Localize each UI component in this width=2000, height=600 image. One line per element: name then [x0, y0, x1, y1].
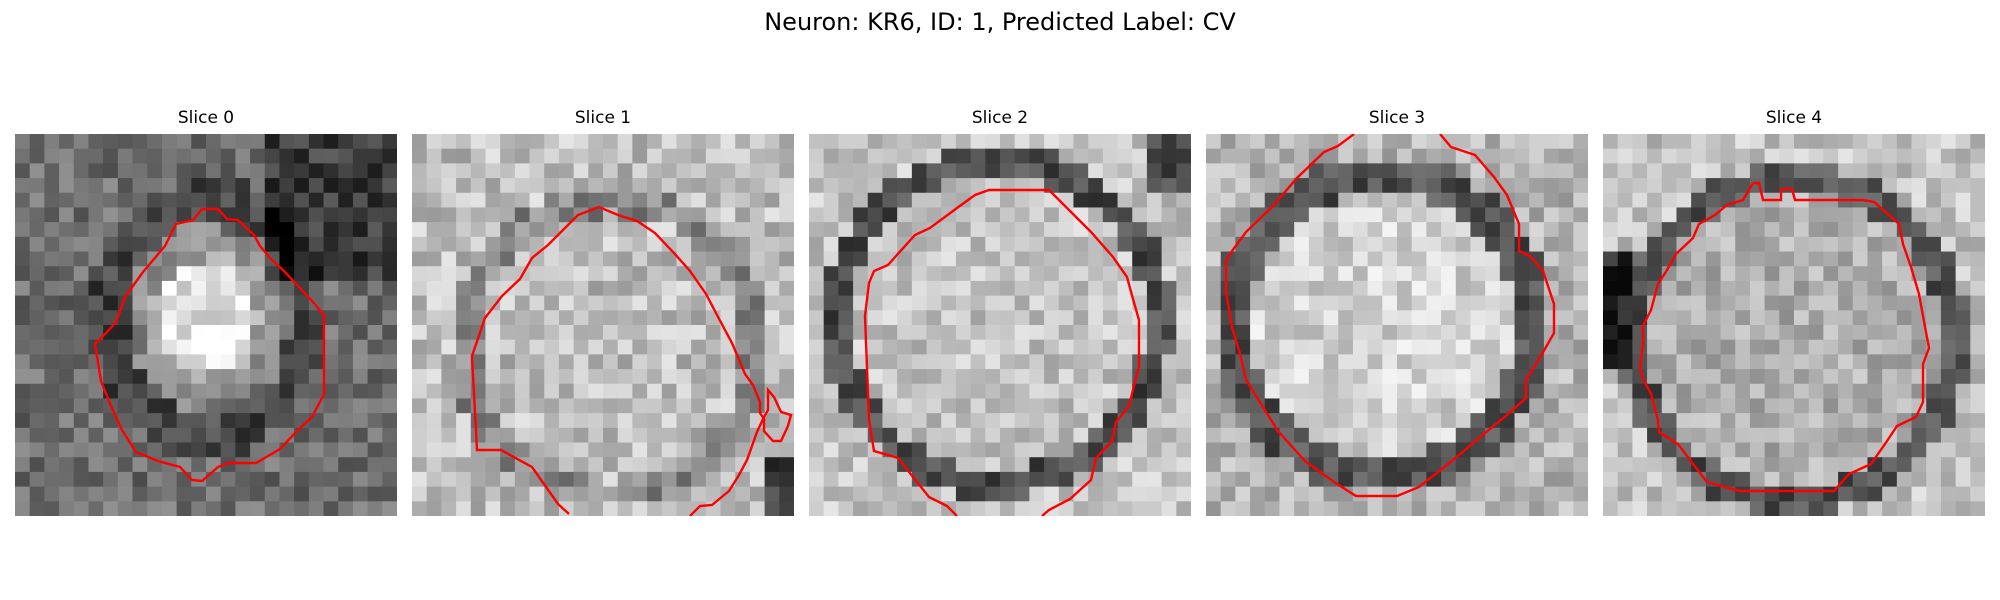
contour-line-2 [863, 188, 1141, 516]
slice-title-1: Slice 1 [574, 108, 632, 128]
slice-image-1 [412, 134, 794, 516]
slice-panel-3: Slice 3 [1206, 106, 1588, 516]
figure-title: Neuron: KR6, ID: 1, Predicted Label: CV [764, 8, 1236, 36]
contour-line-1 [470, 205, 793, 516]
slice-image-0 [15, 134, 397, 516]
slice-panel-4: Slice 4 [1603, 106, 1985, 516]
slice-pixels-1 [412, 134, 794, 516]
contour-line-0 [93, 207, 326, 483]
slice-image-3 [1206, 134, 1588, 516]
slice-title-2: Slice 2 [971, 108, 1029, 128]
slice-image-4 [1603, 134, 1985, 516]
slice-pixels-0 [15, 134, 397, 516]
slice-panel-2: Slice 2 [809, 106, 1191, 516]
slice-image-2 [809, 134, 1191, 516]
contour-line-4 [1638, 181, 1931, 493]
slice-pixels-3 [1206, 134, 1588, 516]
slice-panel-1: Slice 1 [412, 106, 794, 516]
slice-title-4: Slice 4 [1765, 108, 1823, 128]
contour-line-3 [1224, 134, 1556, 498]
slice-title-3: Slice 3 [1368, 108, 1426, 128]
slice-pixels-4 [1603, 134, 1985, 516]
slice-pixels-2 [809, 134, 1191, 516]
slice-title-0: Slice 0 [177, 108, 235, 128]
slice-panel-0: Slice 0 [15, 106, 397, 516]
